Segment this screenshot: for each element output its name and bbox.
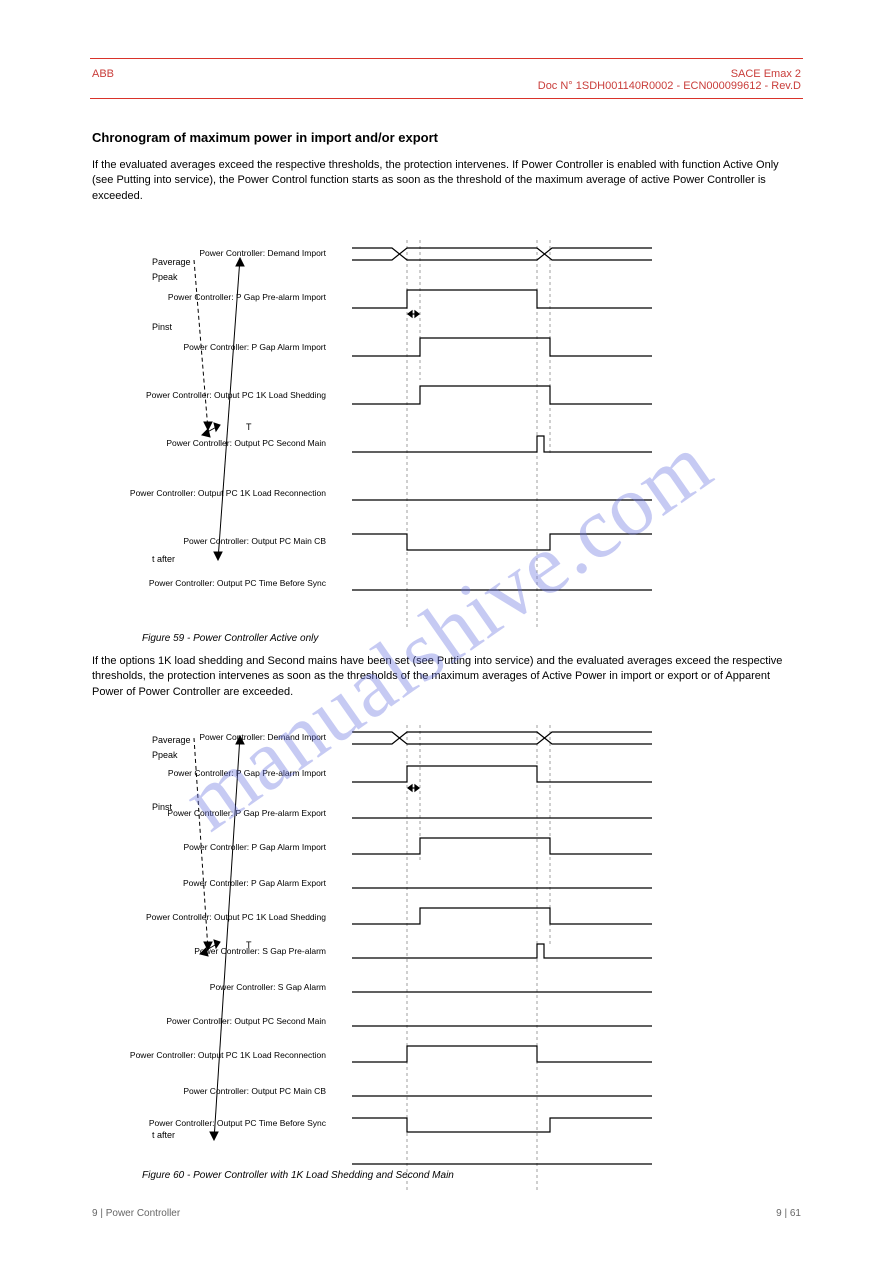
fig2-row-9: Power Controller: Output PC 1K Load Reco… bbox=[86, 1050, 326, 1060]
figure-1: Paverage Ppeak Pinst T t after bbox=[92, 230, 801, 630]
figure-2-caption: Figure 60 - Power Controller with 1K Loa… bbox=[142, 1170, 454, 1181]
header-rule-bottom bbox=[90, 98, 803, 99]
fig1-paverage: Paverage bbox=[152, 257, 191, 267]
figure-1-caption: Figure 59 - Power Controller Active only bbox=[142, 633, 318, 644]
fig1-row-7: Power Controller: Output PC Time Before … bbox=[86, 578, 326, 588]
fig2-row-11: Power Controller: Output PC Time Before … bbox=[86, 1118, 326, 1128]
fig1-row-1: Power Controller: P Gap Pre-alarm Import bbox=[86, 292, 326, 302]
fig1-row-0: Power Controller: Demand Import bbox=[86, 248, 326, 258]
page: ABB SACE Emax 2 Doc N° 1SDH001140R0002 -… bbox=[0, 0, 893, 1263]
fig1-tafter: t after bbox=[152, 554, 175, 564]
fig1-row-6: Power Controller: Output PC Main CB bbox=[86, 536, 326, 546]
fig1-row-2: Power Controller: P Gap Alarm Import bbox=[86, 342, 326, 352]
fig2-row-10: Power Controller: Output PC Main CB bbox=[86, 1086, 326, 1096]
fig2-row-4: Power Controller: P Gap Alarm Export bbox=[86, 878, 326, 888]
header-brand: ABB bbox=[92, 68, 114, 80]
paragraph-2: If the options 1K load shedding and Seco… bbox=[92, 654, 801, 700]
footer-left: 9 | Power Controller bbox=[92, 1208, 180, 1219]
fig2-row-6: Power Controller: S Gap Pre-alarm bbox=[86, 946, 326, 956]
fig2-row-3: Power Controller: P Gap Alarm Import bbox=[86, 842, 326, 852]
fig2-row-7: Power Controller: S Gap Alarm bbox=[86, 982, 326, 992]
paragraph-1: If the evaluated averages exceed the res… bbox=[92, 158, 801, 204]
fig1-row-4: Power Controller: Output PC Second Main bbox=[86, 438, 326, 448]
svg-text:Ppeak: Ppeak bbox=[152, 750, 178, 760]
figure-2-svg: Paverage Ppeak Pinst T t after bbox=[92, 720, 792, 1200]
fig2-row-2: Power Controller: P Gap Pre-alarm Export bbox=[86, 808, 326, 818]
header-doc: SACE Emax 2 Doc N° 1SDH001140R0002 - ECN… bbox=[538, 68, 801, 92]
fig2-row-8: Power Controller: Output PC Second Main bbox=[86, 1016, 326, 1026]
fig1-ppeak: Ppeak bbox=[152, 272, 178, 282]
figure-2: Paverage Ppeak Pinst T t after bbox=[92, 720, 801, 1200]
svg-text:t after: t after bbox=[152, 1130, 175, 1140]
header-rule-top bbox=[90, 58, 803, 59]
section-title: Chronogram of maximum power in import an… bbox=[92, 130, 438, 145]
fig1-pinst: Pinst bbox=[152, 322, 173, 332]
header-product: SACE Emax 2 bbox=[538, 68, 801, 80]
fig2-row-1: Power Controller: P Gap Pre-alarm Import bbox=[86, 768, 326, 778]
fig2-row-0: Power Controller: Demand Import bbox=[86, 732, 326, 742]
fig1-row-5: Power Controller: Output PC 1K Load Reco… bbox=[86, 488, 326, 498]
fig1-row-3: Power Controller: Output PC 1K Load Shed… bbox=[86, 390, 326, 400]
header-docno: Doc N° 1SDH001140R0002 - ECN000099612 - … bbox=[538, 80, 801, 92]
footer-right: 9 | 61 bbox=[776, 1208, 801, 1219]
fig1-t: T bbox=[246, 422, 252, 432]
fig2-row-5: Power Controller: Output PC 1K Load Shed… bbox=[86, 912, 326, 922]
